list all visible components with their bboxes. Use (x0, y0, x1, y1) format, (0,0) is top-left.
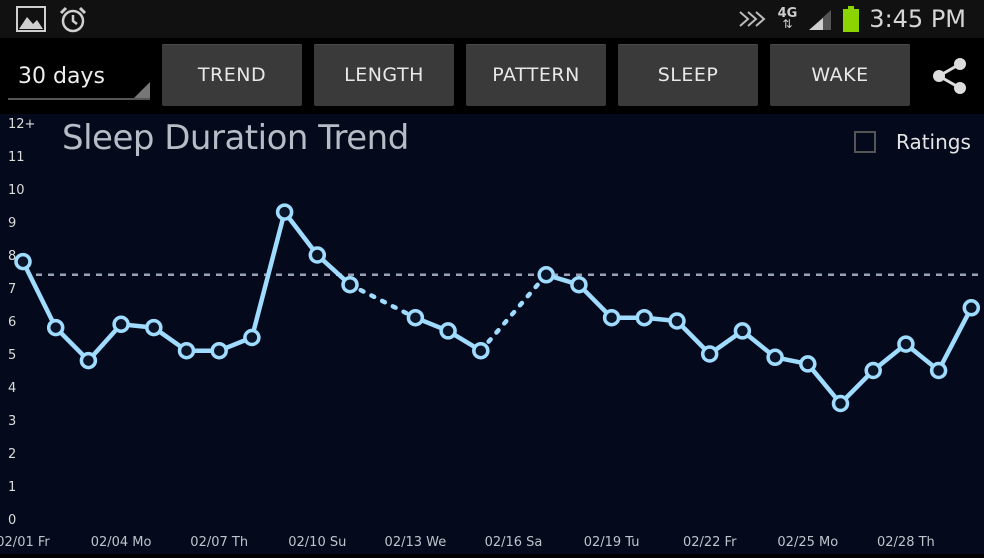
line-segment (249, 209, 287, 340)
x-tick-label: 02/13 We (385, 535, 447, 550)
y-tick-label: 0 (8, 513, 16, 528)
data-point (929, 361, 948, 380)
dropdown-corner-icon (134, 82, 150, 98)
data-point (668, 312, 686, 330)
y-tick-label: 10 (8, 183, 25, 198)
data-point (79, 351, 98, 370)
ratings-label: Ratings (896, 130, 971, 154)
tab-wake[interactable]: WAKE (770, 44, 910, 106)
ratings-toggle[interactable]: Ratings (854, 130, 971, 154)
chart-area: 0 1 2 3 4 5 6 7 8 9 10 11 12+ 02/01 Fr 02/04 Mo 02/07 T… (0, 114, 984, 554)
data-point (439, 322, 457, 340)
y-tick-label: 9 (8, 216, 16, 231)
data-point (570, 275, 588, 294)
data-point (766, 348, 784, 367)
y-tick-label: 3 (8, 414, 16, 429)
ratings-checkbox[interactable] (854, 131, 876, 153)
x-tick-label: 02/22 Fr (683, 535, 737, 550)
data-point (472, 341, 490, 360)
y-tick-label: 7 (8, 282, 16, 297)
y-tick-label: 2 (8, 447, 16, 462)
x-tick-label: 02/19 Tu (584, 535, 640, 550)
data-point (962, 299, 981, 317)
x-tick-label: 02/28 Th (877, 535, 935, 550)
x-tick-label: 02/01 Fr (0, 535, 50, 550)
chart-title: Sleep Duration Trend (62, 118, 409, 158)
toolbar: 30 days TREND LENGTH PATTERN SLEEP WAKE (0, 38, 984, 114)
clock: 3:45 PM (869, 5, 966, 33)
tab-sleep[interactable]: SLEEP (618, 44, 758, 106)
data-point (406, 308, 425, 327)
x-tick-label: 02/10 Su (288, 535, 346, 550)
data-point (112, 315, 130, 334)
data-point (177, 341, 196, 360)
y-tick-label: 4 (8, 381, 16, 396)
data-point (799, 355, 817, 373)
gap-segment (478, 272, 549, 353)
y-tick-label: 11 (8, 150, 25, 165)
range-dropdown[interactable]: 30 days (8, 50, 150, 100)
y-tick-label: 8 (8, 249, 16, 264)
data-point (733, 322, 752, 340)
data-point (275, 203, 294, 221)
share-icon[interactable] (930, 56, 970, 96)
data-point (341, 275, 359, 294)
battery-icon (843, 6, 860, 32)
data-point (831, 394, 850, 413)
data-point (635, 308, 654, 327)
data-point (210, 341, 228, 360)
line-segment (20, 259, 58, 330)
sleep-duration-chart: 0 1 2 3 4 5 6 7 8 9 10 11 12+ 02/01 Fr 02/04 Mo 02/07 T… (0, 117, 984, 550)
data-point (243, 328, 261, 347)
line-segment (282, 209, 320, 258)
tab-pattern[interactable]: PATTERN (466, 44, 606, 106)
signal-icon (809, 10, 832, 30)
data-point (700, 345, 719, 363)
data-point (308, 246, 327, 264)
data-point (537, 266, 555, 284)
x-tick-label: 02/25 Mo (777, 535, 838, 550)
alarm-icon (59, 6, 87, 33)
y-tick-label: 12+ (8, 117, 35, 132)
tab-length[interactable]: LENGTH (314, 44, 454, 106)
y-tick-label: 5 (8, 348, 16, 363)
x-tick-label: 02/04 Mo (91, 535, 152, 550)
range-label: 30 days (18, 64, 105, 89)
no-signal-icon (738, 11, 766, 27)
data-point (145, 318, 163, 337)
data-point (897, 335, 915, 353)
y-tick-label: 6 (8, 315, 16, 330)
gallery-icon (16, 6, 46, 32)
line-segment (936, 305, 974, 373)
y-tick-label: 1 (8, 480, 16, 495)
network-type: 4G ⇅ (777, 6, 798, 31)
x-tick-label: 02/07 Th (190, 535, 248, 550)
data-point (864, 361, 882, 380)
data-point (14, 252, 32, 271)
gap-segment (347, 282, 418, 320)
data-point (602, 308, 621, 327)
data-point (46, 318, 65, 337)
status-bar: 4G ⇅ 3:45 PM (0, 0, 984, 38)
tab-trend[interactable]: TREND (162, 44, 302, 106)
x-tick-label: 02/16 Sa (485, 535, 543, 550)
